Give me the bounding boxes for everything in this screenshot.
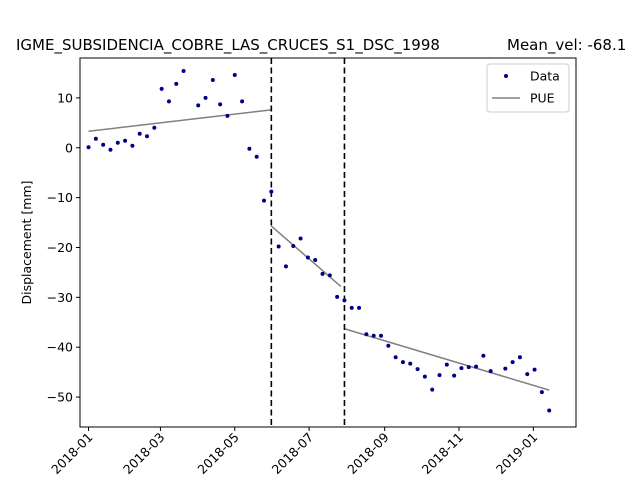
data-point <box>481 353 486 358</box>
data-point <box>101 142 106 147</box>
data-point <box>364 332 369 337</box>
data-point <box>123 138 128 143</box>
data-point <box>320 271 325 276</box>
x-tick-label: 2019-01 <box>493 430 541 478</box>
data-point <box>437 373 442 378</box>
x-tick-label: 2018-01 <box>48 430 96 478</box>
y-tick-label: −20 <box>47 240 73 255</box>
data-point <box>430 387 435 392</box>
y-axis: 10 0 −10 −20 −30 −40 −50 <box>47 90 80 405</box>
plot-frame <box>79 57 577 428</box>
y-tick-label: 0 <box>65 140 73 155</box>
x-tick-label: 2018-03 <box>120 430 168 478</box>
data-point <box>539 390 544 395</box>
x-tick-label: 2018-09 <box>344 429 392 477</box>
data-point <box>210 77 215 82</box>
data-point <box>203 95 208 100</box>
data-point <box>159 86 164 91</box>
data-point <box>254 154 259 159</box>
data-point <box>218 102 223 107</box>
x-tick-label: 2018-05 <box>194 430 242 478</box>
data-point <box>276 244 281 249</box>
data-point <box>86 145 91 150</box>
data-point <box>400 360 405 365</box>
data-point <box>137 131 142 136</box>
mean-velocity-label: Mean_vel: -68.1 <box>507 36 626 55</box>
data-point <box>225 113 230 118</box>
data-point <box>196 103 201 108</box>
data-point <box>371 333 376 338</box>
data-point <box>130 143 135 148</box>
data-point <box>342 298 347 303</box>
data-point <box>108 147 113 152</box>
data-point <box>115 140 120 145</box>
data-point <box>532 367 537 372</box>
data-point <box>313 257 318 262</box>
data-point <box>181 68 186 73</box>
data-point <box>459 366 464 371</box>
data-point <box>145 134 150 139</box>
data-point <box>327 273 332 278</box>
data-point <box>386 343 391 348</box>
data-point <box>422 374 427 379</box>
data-point <box>93 136 98 141</box>
data-point <box>393 355 398 360</box>
data-point <box>452 373 457 378</box>
data-point <box>525 372 530 377</box>
legend-data-marker <box>504 74 508 78</box>
data-point <box>444 362 449 367</box>
chart-title: IGME_SUBSIDENCIA_COBRE_LAS_CRUCES_S1_DSC… <box>16 36 440 55</box>
data-point <box>488 369 493 374</box>
data-point <box>357 305 362 310</box>
legend: Data PUE <box>486 63 570 113</box>
legend-pue-label: PUE <box>530 91 555 106</box>
data-point <box>232 72 237 77</box>
x-tick-label: 2018-07 <box>269 430 317 478</box>
y-tick-label: −10 <box>47 190 73 205</box>
data-point <box>408 361 413 366</box>
y-tick-label: 10 <box>57 90 73 105</box>
data-point <box>247 146 252 151</box>
data-point <box>269 189 274 194</box>
data-point <box>152 125 157 130</box>
data-point <box>466 365 471 370</box>
y-axis-label: Displacement [mm] <box>19 180 34 304</box>
data-point <box>349 305 354 310</box>
data-point <box>240 99 245 104</box>
data-point <box>517 355 522 360</box>
data-point <box>379 333 384 338</box>
y-tick-label: −50 <box>47 390 73 405</box>
data-point <box>415 367 420 372</box>
pue-line-segment <box>344 328 550 391</box>
data-point <box>503 366 508 371</box>
data-point <box>174 81 179 86</box>
x-axis: 2018-01 2018-03 2018-05 2018-07 2018-09 2018-… <box>48 427 540 477</box>
legend-data-label: Data <box>530 69 560 84</box>
pue-line-segment <box>88 109 272 133</box>
data-point <box>305 255 310 260</box>
data-point <box>298 236 303 241</box>
data-point <box>291 243 296 248</box>
data-point <box>547 408 552 413</box>
data-point <box>283 264 288 269</box>
data-point <box>262 198 267 203</box>
plot-content <box>86 58 552 427</box>
data-point <box>335 294 340 299</box>
y-tick-label: −40 <box>47 340 73 355</box>
data-point <box>510 360 515 365</box>
data-point <box>474 364 479 369</box>
y-tick-label: −30 <box>47 290 73 305</box>
data-point <box>166 99 171 104</box>
x-tick-label: 2018-11 <box>419 430 467 478</box>
